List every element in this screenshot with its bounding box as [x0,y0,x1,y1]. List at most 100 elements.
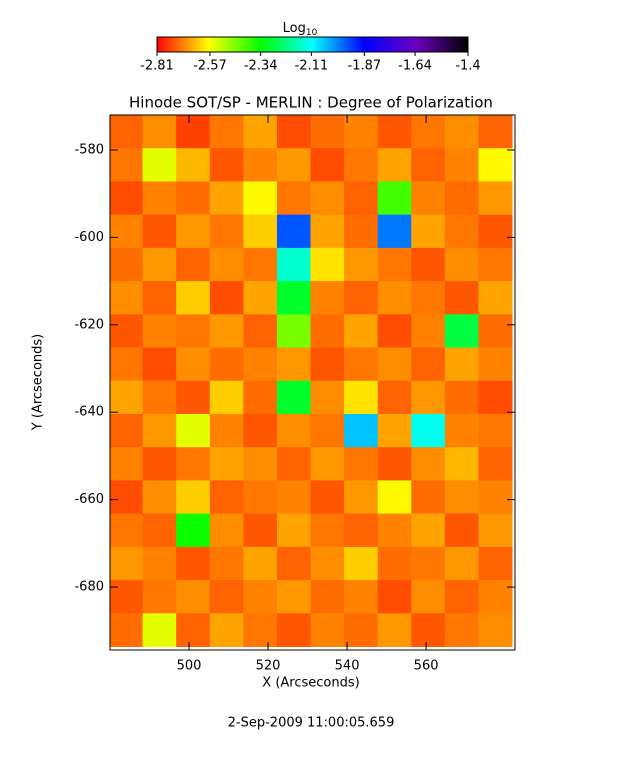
heatmap-cell [444,413,479,448]
heatmap-cell [478,546,513,581]
heatmap-cell [344,480,379,515]
heatmap-cell [176,214,211,249]
heatmap-cell [209,513,244,548]
heatmap-cell [444,281,479,315]
y-tick-label: -580 [74,142,104,157]
heatmap-cell [478,314,513,349]
heatmap-cell [377,181,412,216]
heatmap-cell [478,513,513,548]
heatmap-cell [110,347,144,382]
x-tick-label: 560 [414,659,439,674]
heatmap-cell [209,214,244,249]
heatmap-cell [444,580,479,614]
heatmap-cell [176,513,211,548]
heatmap-cell [310,380,345,415]
chart-title: Hinode SOT/SP - MERLIN : Degree of Polar… [129,94,493,112]
heatmap-cell [176,314,211,349]
heatmap-cell [478,347,513,382]
heatmap-cell [377,447,412,481]
heatmap-cell [444,115,479,149]
heatmap-cell [276,447,312,481]
heatmap-cell [411,413,446,448]
heatmap-cell [142,480,177,515]
heatmap-cell [344,281,379,315]
heatmap-cell [110,247,144,282]
heatmap-cell [276,513,312,548]
heatmap-cell [276,214,312,249]
heatmap-cell [276,413,312,448]
heatmap-cell [411,480,446,515]
heatmap-cell [243,580,278,614]
heatmap-cell [411,314,446,349]
heatmap-cell [142,148,177,182]
heatmap-cell [110,513,144,548]
heatmap-cell [209,413,244,448]
heatmap-cell [142,513,177,548]
colorbar-label: Log10 [283,21,318,38]
heatmap-cell [209,347,244,382]
heatmap-cell [142,447,177,481]
heatmap-cell [243,546,278,581]
heatmap-cell [176,247,211,282]
heatmap-cell [176,480,211,515]
heatmap-cell [444,148,479,182]
heatmap-cell [209,613,244,648]
heatmap-cell [110,613,144,648]
heatmap-cell [344,380,379,415]
heatmap-cell [176,546,211,581]
heatmap-cell [377,347,412,382]
heatmap-cell [243,447,278,481]
heatmap-cell [243,181,278,216]
heatmap-cell [310,513,345,548]
heatmap-cell [344,613,379,648]
heatmap-cell [276,115,312,149]
heatmap-cell [209,148,244,182]
heatmap-cell [176,613,211,648]
heatmap-cell [110,181,144,216]
heatmap-cell [478,380,513,415]
heatmap-cell [444,314,479,349]
heatmap-cell [176,148,211,182]
x-tick-label: 540 [335,659,360,674]
heatmap-cell [377,380,412,415]
heatmap-cell [276,380,312,415]
heatmap-cell [411,447,446,481]
heatmap-cell [344,148,379,182]
heatmap-cell [411,281,446,315]
heatmap-cell [478,480,513,515]
heatmap-cell [142,380,177,415]
heatmap-cell [243,148,278,182]
heatmap-cell [310,247,345,282]
heatmap-cell [444,613,479,648]
heatmap-cell [110,115,144,149]
heatmap-cell [310,580,345,614]
heatmap-cell [444,480,479,515]
heatmap-cell [411,613,446,648]
heatmap-cell [411,513,446,548]
footer-date: 2-Sep-2009 11:00:05.659 [228,716,395,731]
heatmap-cell [209,580,244,614]
heatmap-cell [243,314,278,349]
heatmap-cell [478,580,513,614]
heatmap-cell [444,546,479,581]
heatmap-cell [176,413,211,448]
heatmap-cell [310,613,345,648]
heatmap-cell [209,447,244,481]
heatmap-cell [110,480,144,515]
heatmap-cell [243,413,278,448]
colorbar-tick-label: -1.64 [398,59,432,74]
heatmap-cell [344,115,379,149]
heatmap-cell [377,413,412,448]
heatmap-cell [478,613,513,648]
heatmap-cell [243,115,278,149]
heatmap-cell [276,480,312,515]
heatmap-cell [209,115,244,149]
heatmap-cell [243,214,278,249]
heatmap-cell [478,247,513,282]
heatmap-cell [110,281,144,315]
heatmap-cell [176,447,211,481]
colorbar-tick-label: -1.4 [455,59,480,74]
heatmap-cell [310,447,345,481]
heatmap-cell [110,314,144,349]
